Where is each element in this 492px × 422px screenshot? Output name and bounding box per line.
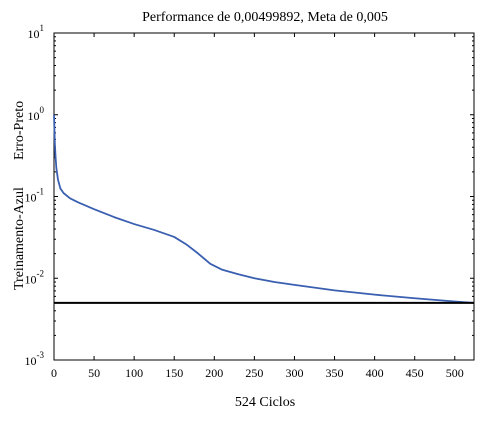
chart-title: Performance de 0,00499892, Meta de 0,005	[142, 10, 388, 25]
x-tick-label: 400	[366, 366, 384, 380]
x-tick-label: 500	[446, 366, 464, 380]
y-axis-label-line-1: Treinamento-Azul	[12, 187, 27, 290]
x-tick-label: 150	[165, 366, 183, 380]
x-tick-label: 250	[245, 366, 263, 380]
y-axis-label-line-2: Erro-Preto	[12, 101, 27, 160]
x-tick-label: 50	[88, 366, 100, 380]
y-tick-label: 100	[28, 105, 45, 123]
y-tick-label: 101	[28, 23, 45, 41]
training-line	[53, 114, 475, 304]
x-axis-label: 524 Ciclos	[235, 395, 295, 410]
y-tick-label: 10-2	[25, 268, 45, 286]
x-tick-label: 450	[406, 366, 424, 380]
x-tick-label: 350	[326, 366, 344, 380]
plot-area	[53, 32, 475, 361]
x-tick-label: 200	[205, 366, 223, 380]
y-tick-label: 10-3	[25, 350, 45, 368]
x-tick-label: 0	[51, 366, 57, 380]
x-axis-ticks: 0 50 100 150 200 250 300 350 400 450 500	[51, 33, 464, 380]
x-tick-label: 300	[285, 366, 303, 380]
series-lines	[53, 114, 475, 304]
x-tick-label: 100	[125, 366, 143, 380]
y-tick-label: 10-1	[25, 187, 45, 205]
